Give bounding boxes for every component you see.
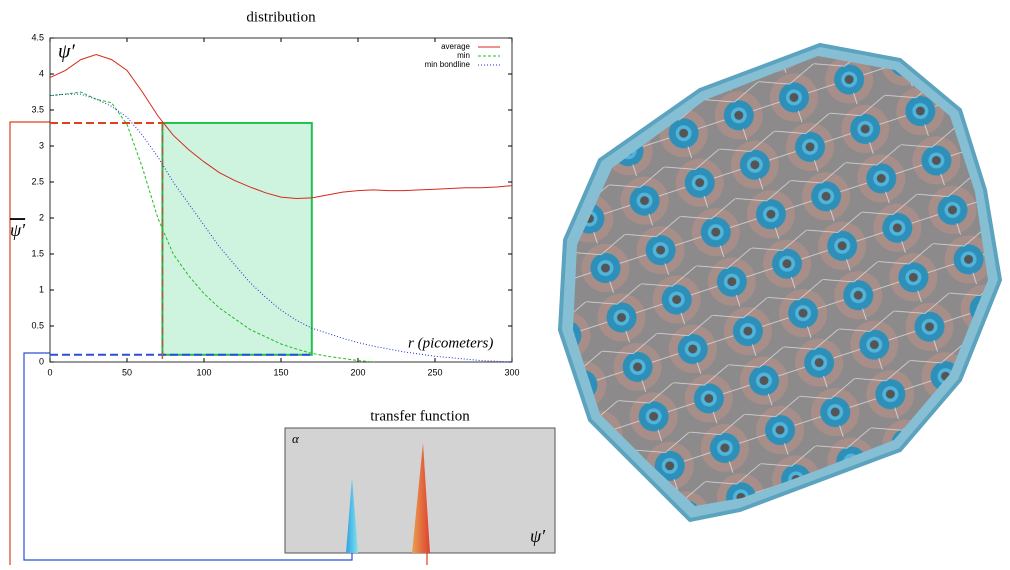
- y-tick-label: 3.5: [31, 104, 44, 114]
- x-tick-label: 300: [504, 367, 519, 377]
- x-tick-label: 0: [47, 367, 52, 377]
- tf-peak: [412, 443, 430, 553]
- chart-title: distribution: [246, 9, 316, 25]
- x-label: r (picometers): [408, 335, 493, 351]
- connector: [9, 121, 50, 565]
- y-axis-label: ψ′: [10, 220, 26, 240]
- x-tick-label: 200: [350, 367, 365, 377]
- x-tick-label: 100: [196, 367, 211, 377]
- y-tick-label: 2.5: [31, 176, 44, 186]
- transfer-function: transfer function α ψ′: [284, 408, 556, 554]
- molecule-render: [557, 42, 1003, 523]
- y-tick-label: 0: [39, 356, 44, 366]
- legend-label: average: [441, 42, 470, 51]
- tf-peak: [346, 478, 358, 553]
- connector: [23, 352, 353, 561]
- y-tick-label: 1: [39, 284, 44, 294]
- x-tick-label: 250: [427, 367, 442, 377]
- x-tick-label: 150: [273, 367, 288, 377]
- y-tick-label: 2: [39, 212, 44, 222]
- y-tick-label: 3: [39, 140, 44, 150]
- series-line: [49, 93, 513, 363]
- y-tick-label: 1.5: [31, 248, 44, 258]
- tf-title: transfer function: [370, 408, 470, 424]
- line-chart: 0 0.5 1 1.5 2 2.5 3 3.5 4 4.5 0 50 100 150 200 250 300 av…: [31, 32, 519, 377]
- x-tick-label: 50: [122, 367, 132, 377]
- series-line: [49, 54, 513, 200]
- y-tick-label: 4.5: [31, 32, 44, 42]
- legend-label: min: [457, 51, 470, 60]
- tf-x-label: ψ′: [530, 526, 546, 546]
- series-line: [49, 91, 374, 363]
- y-label: ψ′: [58, 41, 75, 63]
- tf-y-label: α: [292, 431, 300, 446]
- y-tick-label: 0.5: [31, 320, 44, 330]
- y-tick-label: 4: [39, 68, 44, 78]
- legend-label: min bondline: [425, 60, 471, 69]
